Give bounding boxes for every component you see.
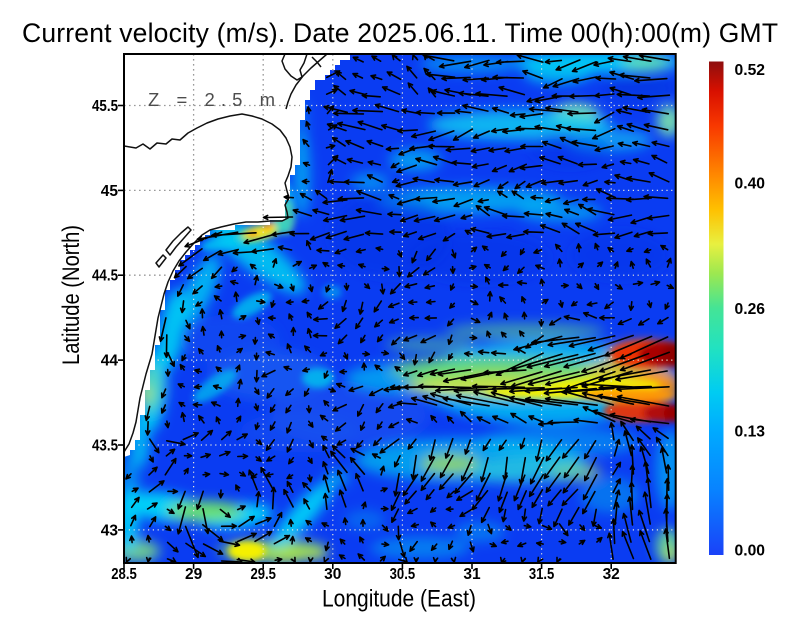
svg-text:28.5: 28.5 xyxy=(111,566,137,583)
svg-text:45.5: 45.5 xyxy=(92,98,118,115)
svg-text:0.26: 0.26 xyxy=(735,301,766,318)
svg-text:29: 29 xyxy=(185,566,203,583)
svg-text:45: 45 xyxy=(101,183,119,200)
svg-text:0.52: 0.52 xyxy=(735,62,766,79)
svg-text:44: 44 xyxy=(101,353,119,370)
svg-text:29.5: 29.5 xyxy=(250,566,276,583)
svg-text:31: 31 xyxy=(463,566,481,583)
svg-text:43: 43 xyxy=(101,522,119,539)
svg-text:0.40: 0.40 xyxy=(735,176,766,193)
svg-text:30: 30 xyxy=(324,566,341,583)
svg-text:44.5: 44.5 xyxy=(92,268,118,285)
svg-text:Latitude (North): Latitude (North) xyxy=(58,225,85,365)
svg-text:0.13: 0.13 xyxy=(735,424,766,441)
svg-text:30.5: 30.5 xyxy=(390,566,416,583)
svg-text:Longitude (East): Longitude (East) xyxy=(322,586,476,613)
svg-text:Current velocity (m/s). Date 2: Current velocity (m/s). Date 2025.06.11.… xyxy=(22,18,778,48)
svg-text:0.00: 0.00 xyxy=(735,543,766,560)
svg-text:31.5: 31.5 xyxy=(529,566,555,583)
svg-text:43.5: 43.5 xyxy=(92,438,118,455)
svg-text:32: 32 xyxy=(603,566,620,583)
